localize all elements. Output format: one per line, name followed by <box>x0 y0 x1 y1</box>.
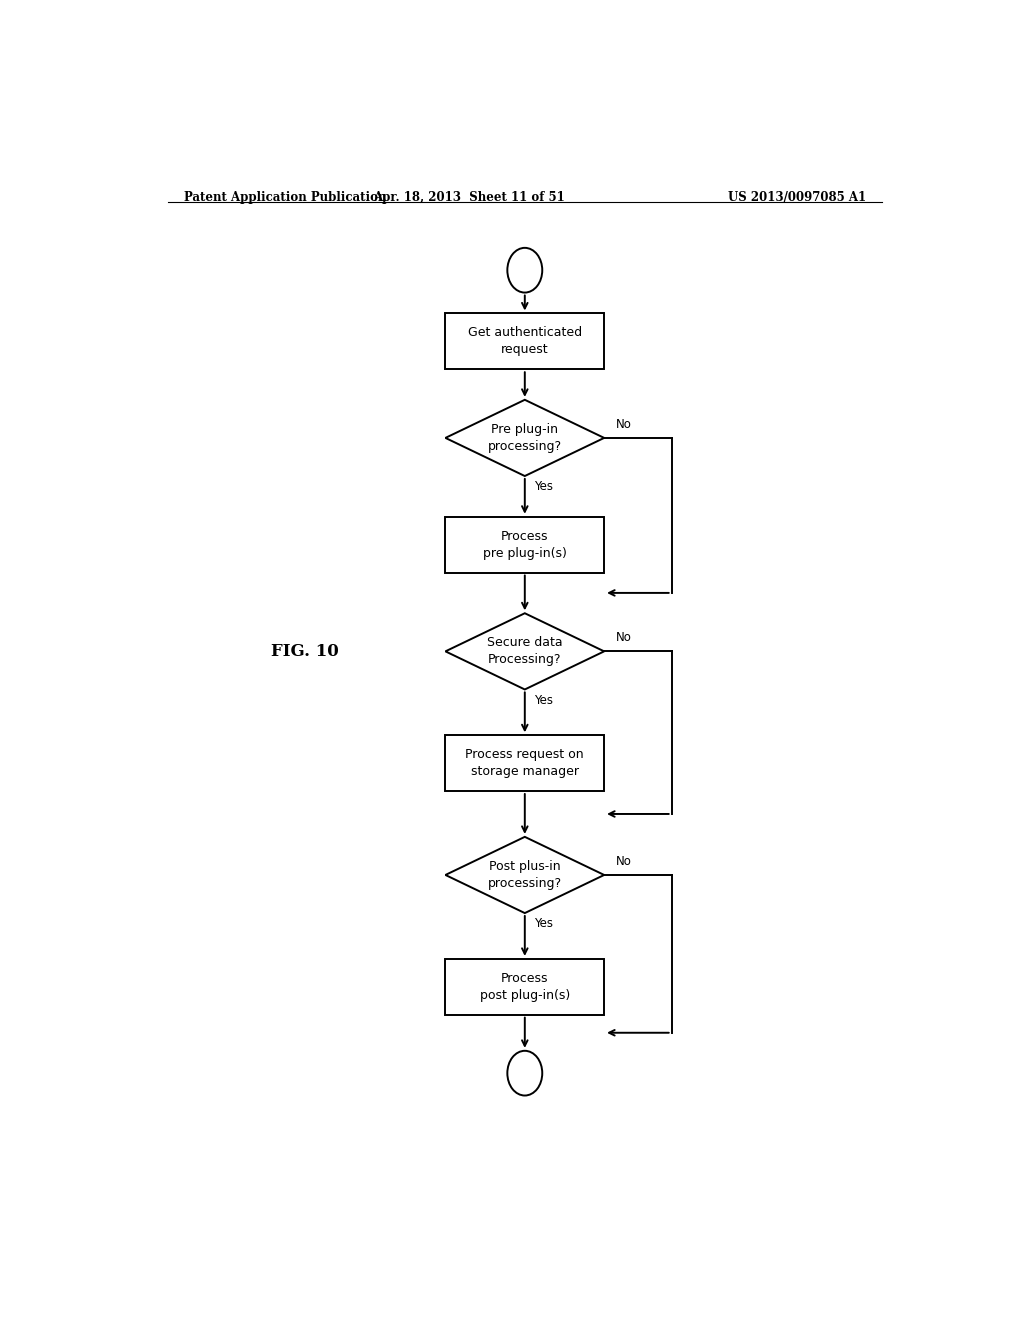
Polygon shape <box>445 614 604 689</box>
Text: Get authenticated
request: Get authenticated request <box>468 326 582 356</box>
FancyBboxPatch shape <box>445 735 604 791</box>
Text: FIG. 10: FIG. 10 <box>270 643 339 660</box>
FancyBboxPatch shape <box>445 958 604 1015</box>
Text: Secure data
Processing?: Secure data Processing? <box>487 636 562 667</box>
Text: Post plus-in
processing?: Post plus-in processing? <box>487 859 562 890</box>
Text: No: No <box>616 631 632 644</box>
Text: Process request on
storage manager: Process request on storage manager <box>466 748 584 779</box>
Polygon shape <box>445 400 604 477</box>
Text: Process
post plug-in(s): Process post plug-in(s) <box>479 972 570 1002</box>
Text: Apr. 18, 2013  Sheet 11 of 51: Apr. 18, 2013 Sheet 11 of 51 <box>374 191 565 203</box>
Text: Yes: Yes <box>535 480 553 494</box>
Text: Process
pre plug-in(s): Process pre plug-in(s) <box>483 529 566 560</box>
Text: Yes: Yes <box>535 917 553 931</box>
Polygon shape <box>445 837 604 913</box>
FancyBboxPatch shape <box>445 313 604 370</box>
FancyBboxPatch shape <box>445 516 604 573</box>
Text: Pre plug-in
processing?: Pre plug-in processing? <box>487 422 562 453</box>
Text: Yes: Yes <box>535 693 553 706</box>
Text: Patent Application Publication: Patent Application Publication <box>183 191 386 203</box>
Text: US 2013/0097085 A1: US 2013/0097085 A1 <box>728 191 866 203</box>
Text: No: No <box>616 418 632 430</box>
Text: No: No <box>616 855 632 867</box>
